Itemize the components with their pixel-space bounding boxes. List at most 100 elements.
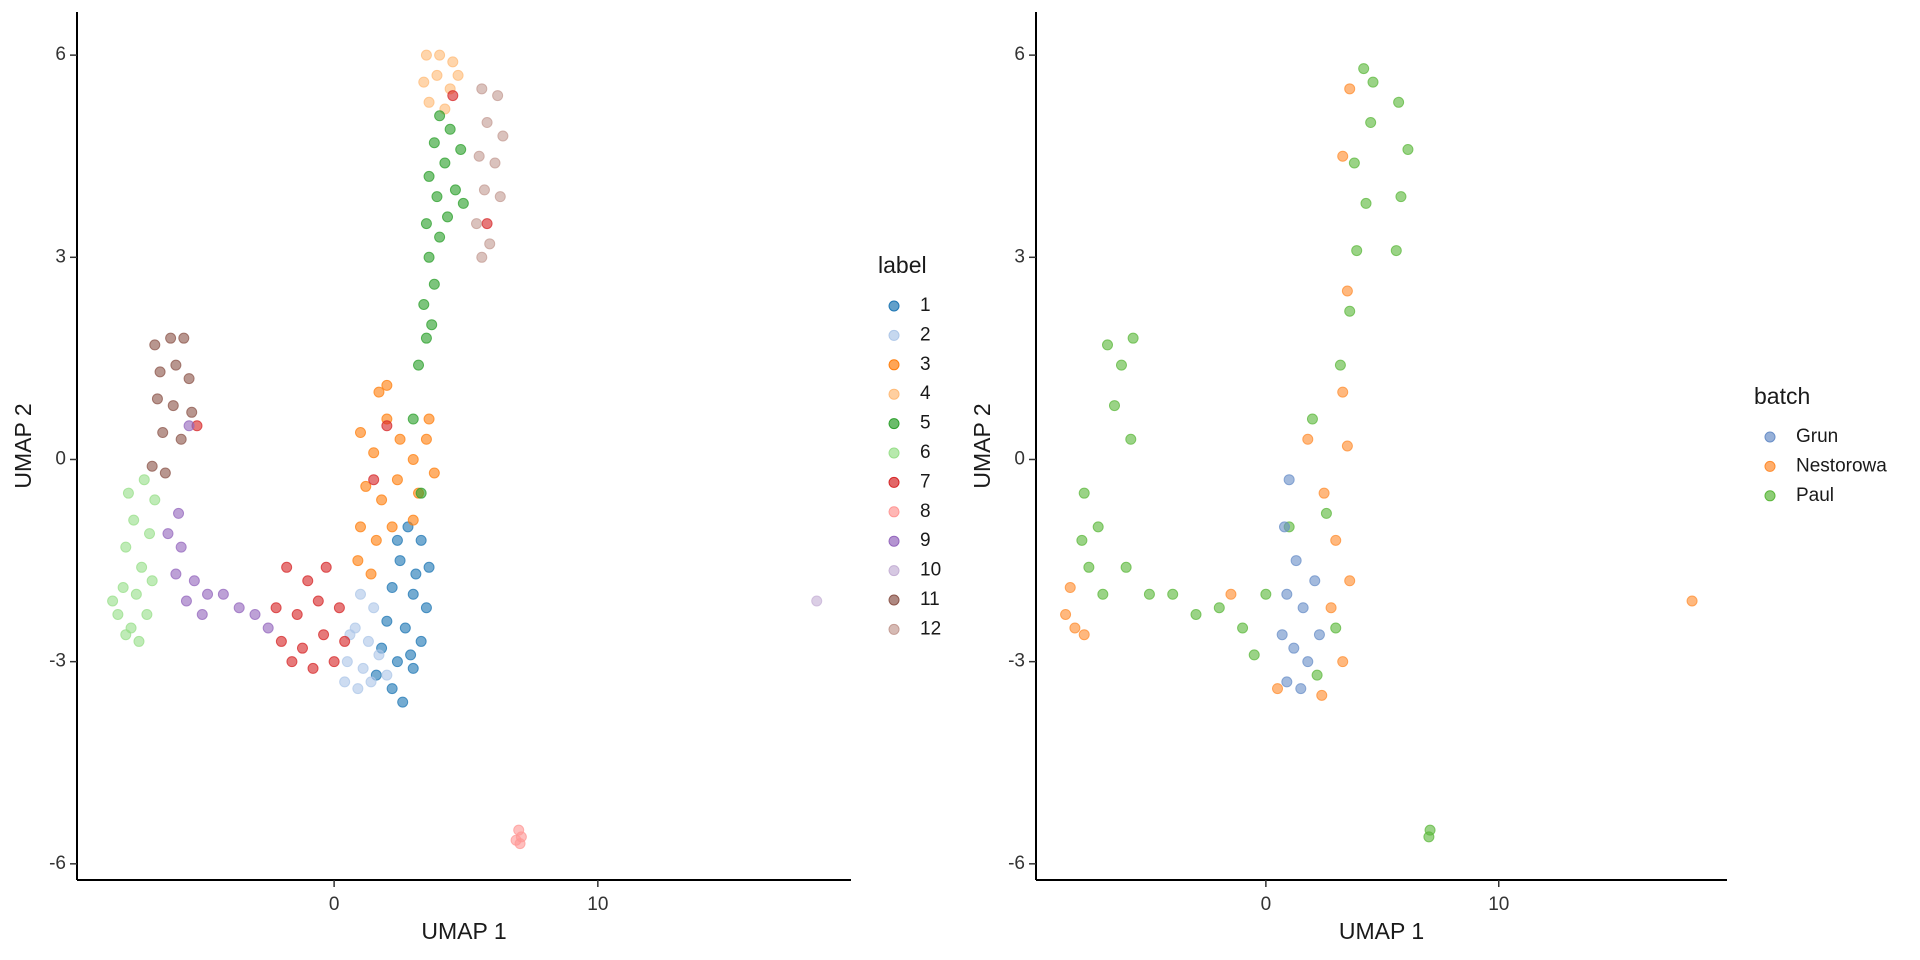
point xyxy=(1115,359,1127,371)
point xyxy=(1402,143,1414,155)
point xyxy=(484,238,496,250)
point xyxy=(1127,332,1139,344)
point xyxy=(157,427,169,439)
y-axis-title: UMAP 2 xyxy=(10,403,36,488)
point xyxy=(1302,433,1314,445)
y-tick-label: 3 xyxy=(1014,246,1025,267)
point xyxy=(354,521,366,533)
point xyxy=(1344,83,1356,95)
point xyxy=(386,521,398,533)
point xyxy=(365,676,377,688)
point xyxy=(107,595,119,607)
point xyxy=(1393,96,1405,108)
point xyxy=(1309,575,1321,587)
point xyxy=(1278,521,1290,533)
point xyxy=(307,662,319,674)
point xyxy=(165,332,177,344)
point xyxy=(180,595,192,607)
point xyxy=(302,575,314,587)
point xyxy=(312,595,324,607)
point xyxy=(1143,588,1155,600)
point xyxy=(399,622,411,634)
point xyxy=(1290,555,1302,567)
point xyxy=(1297,602,1309,614)
point xyxy=(1167,588,1179,600)
point xyxy=(133,635,145,647)
legend-key xyxy=(1764,431,1776,443)
x-tick-label: 10 xyxy=(1488,894,1509,915)
point xyxy=(162,528,174,540)
point xyxy=(365,568,377,580)
point xyxy=(494,191,506,203)
point xyxy=(275,635,287,647)
point xyxy=(431,191,443,203)
point xyxy=(1272,683,1284,695)
point xyxy=(146,575,158,587)
point xyxy=(146,460,158,472)
point xyxy=(376,494,388,506)
legend-label: Grun xyxy=(1796,426,1838,447)
legend-label: 7 xyxy=(920,471,931,492)
point xyxy=(442,211,454,223)
point xyxy=(1311,669,1323,681)
point xyxy=(1281,588,1293,600)
point xyxy=(1083,561,1095,573)
point xyxy=(130,588,142,600)
point xyxy=(1365,117,1377,129)
point xyxy=(476,251,488,263)
point xyxy=(386,582,398,594)
point xyxy=(175,433,187,445)
point xyxy=(420,433,432,445)
legend-key xyxy=(1764,460,1776,472)
point xyxy=(128,514,140,526)
point xyxy=(420,218,432,230)
point xyxy=(183,373,195,385)
point xyxy=(1092,521,1104,533)
point xyxy=(407,588,419,600)
point xyxy=(407,453,419,465)
point xyxy=(1360,197,1372,209)
legend-key xyxy=(888,535,900,547)
point xyxy=(362,635,374,647)
legend-label: 4 xyxy=(920,383,931,404)
point xyxy=(1351,245,1363,257)
legend-label: 10 xyxy=(920,560,941,581)
y-tick-label: 0 xyxy=(1014,448,1025,469)
x-axis-title: UMAP 1 xyxy=(1339,918,1424,944)
legend-key xyxy=(888,447,900,459)
point xyxy=(217,588,229,600)
point xyxy=(492,90,504,102)
point xyxy=(1306,413,1318,425)
point xyxy=(394,555,406,567)
point xyxy=(339,676,351,688)
point xyxy=(428,137,440,149)
point xyxy=(407,413,419,425)
point xyxy=(320,561,332,573)
legend-title: batch xyxy=(1754,383,1810,409)
legend-label: 9 xyxy=(920,530,931,551)
point xyxy=(423,170,435,182)
point xyxy=(120,629,132,641)
point xyxy=(434,110,446,122)
x-tick-label: 10 xyxy=(587,894,608,915)
point xyxy=(249,608,261,620)
point xyxy=(423,561,435,573)
point xyxy=(447,90,459,102)
point xyxy=(354,427,366,439)
legend-label: 1 xyxy=(920,295,931,316)
point xyxy=(1064,582,1076,594)
legend-key xyxy=(888,506,900,518)
point xyxy=(175,541,187,553)
point xyxy=(397,696,409,708)
y-tick-label: 6 xyxy=(1014,44,1025,65)
y-tick-label: -6 xyxy=(1008,853,1025,874)
point xyxy=(418,76,430,88)
point xyxy=(439,157,451,169)
point xyxy=(415,534,427,546)
y-tick-label: 6 xyxy=(55,44,66,65)
point xyxy=(407,662,419,674)
legend-label: 5 xyxy=(920,413,931,434)
point xyxy=(151,393,163,405)
point xyxy=(1337,150,1349,162)
